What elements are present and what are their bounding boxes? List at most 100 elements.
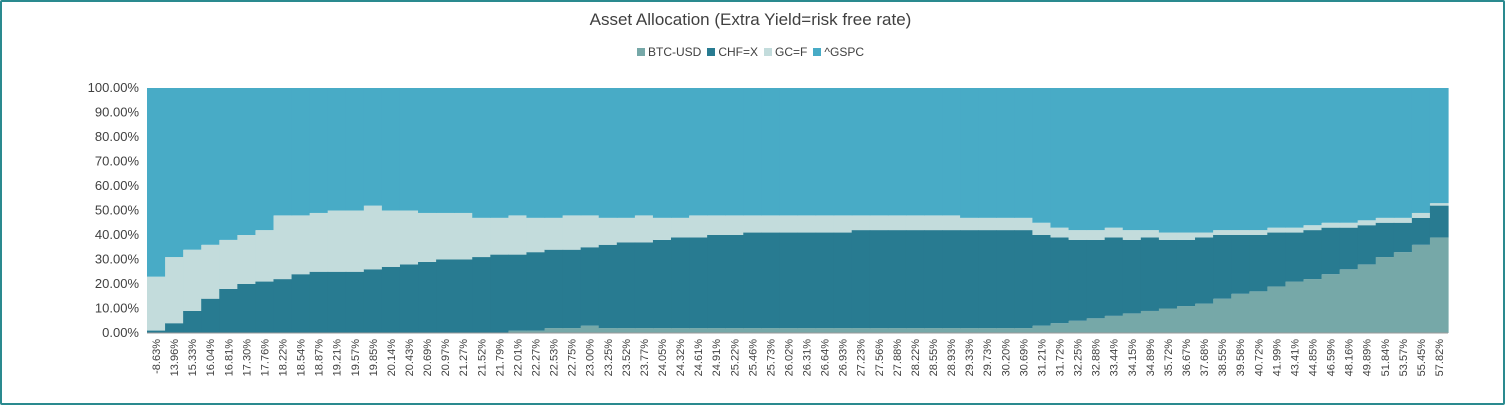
y-tick-label: 100.00%	[88, 80, 140, 95]
bar-segment-chf	[1303, 230, 1323, 280]
bar-segment-gspc	[418, 88, 437, 213]
bar-segment-chf	[1249, 235, 1268, 292]
x-tick-label: 32.88%	[1091, 339, 1103, 377]
bar-segment-chf	[165, 323, 184, 333]
bar-segment-chf	[291, 274, 311, 333]
bar-segment-chf	[1357, 225, 1377, 265]
bar-segment-gspc	[508, 88, 528, 216]
bar-segment-btc	[1068, 320, 1088, 333]
bar-segment-chf	[1176, 239, 1196, 307]
bar-segment-gspc	[923, 88, 943, 216]
bar-segment-gc	[779, 215, 799, 233]
bar-segment-chf	[1122, 239, 1142, 314]
x-tick-label: 57.82%	[1434, 339, 1446, 377]
bar-segment-chf	[309, 271, 329, 333]
y-tick-label: 10.00%	[95, 301, 140, 316]
x-tick-label: 28.55%	[928, 339, 940, 377]
bar-segment-gc	[1014, 217, 1033, 231]
bar-segment-gspc	[1014, 88, 1033, 218]
bar-segment-gspc	[472, 88, 491, 218]
bar-segment-chf	[1267, 232, 1286, 287]
bar-segment-chf	[1050, 237, 1070, 324]
legend-label-gc: GC=F	[775, 45, 808, 59]
bar-segment-btc	[652, 328, 672, 333]
bar-segment-btc	[833, 328, 853, 333]
bar-segment-chf	[472, 257, 491, 333]
x-tick-label: 35.72%	[1163, 339, 1175, 377]
x-tick-label: 39.58%	[1235, 339, 1247, 377]
bar-segment-gspc	[869, 88, 889, 216]
bar-segment-gspc	[1195, 88, 1214, 233]
bar-segment-btc	[634, 328, 654, 333]
bar-segment-gspc	[797, 88, 817, 216]
y-tick-label: 80.00%	[95, 129, 140, 144]
x-tick-label: 53.57%	[1398, 339, 1410, 377]
x-tick-label: 49.89%	[1362, 339, 1374, 377]
bar-segment-btc	[725, 328, 744, 333]
bar-segment-chf	[1014, 230, 1033, 329]
bar-segment-gc	[147, 276, 166, 331]
bar-segment-gc	[201, 244, 220, 299]
x-tick-label: 20.97%	[440, 339, 452, 377]
legend-swatch-gc	[764, 48, 773, 56]
x-tick-label: 51.84%	[1380, 339, 1392, 377]
x-tick-label: 22.01%	[512, 339, 524, 377]
bar-segment-gc	[1285, 227, 1305, 233]
bar-segment-chf	[887, 230, 907, 329]
bar-segment-gc	[580, 215, 600, 248]
bar-segment-gc	[1213, 230, 1232, 235]
bar-segment-btc	[779, 328, 799, 333]
bar-segment-gspc	[1429, 88, 1449, 204]
bar-segment-chf	[1231, 235, 1250, 294]
bar-segment-gc	[1195, 232, 1214, 238]
bar-segment-gc	[490, 217, 509, 255]
x-tick-label: 27.88%	[892, 339, 904, 377]
y-tick-label: 50.00%	[95, 203, 140, 218]
bar-segment-gspc	[598, 88, 618, 218]
bar-segment-gc	[598, 217, 618, 245]
bar-segment-chf	[490, 254, 509, 333]
bar-segment-btc	[869, 328, 889, 333]
legend-swatch-gspc	[813, 48, 822, 56]
bar-segment-gc	[1249, 230, 1268, 235]
bar-segment-gc	[1429, 203, 1449, 206]
x-tick-label: 18.87%	[314, 339, 326, 377]
bar-segment-gspc	[1213, 88, 1232, 231]
bar-segment-btc	[996, 328, 1015, 333]
x-tick-label: 41.99%	[1271, 339, 1283, 377]
bar-segment-gc	[1303, 225, 1323, 231]
bar-segment-chf	[689, 237, 708, 329]
bar-segment-chf	[707, 235, 726, 329]
x-tick-label: 33.44%	[1109, 339, 1121, 377]
bar-segment-gspc	[1375, 88, 1395, 218]
bar-segment-chf	[1285, 232, 1305, 282]
bar-segment-gc	[165, 257, 184, 324]
bar-segment-btc	[616, 328, 636, 333]
x-tick-label: 22.53%	[549, 339, 561, 377]
x-tick-label: 16.81%	[223, 339, 235, 377]
legend-item-btc: BTC-USD	[636, 45, 701, 59]
bar-segment-gspc	[1285, 88, 1305, 228]
bar-segment-btc	[1375, 257, 1395, 333]
bar-segment-gc	[707, 215, 726, 235]
bar-segment-gc	[905, 215, 925, 231]
x-tick-label: 23.00%	[585, 339, 597, 377]
bar-segment-gspc	[490, 88, 509, 218]
x-tick-label: 48.16%	[1344, 339, 1356, 377]
bar-segment-gc	[472, 217, 491, 258]
bar-segment-chf	[508, 254, 528, 331]
x-tick-label: 23.25%	[603, 339, 615, 377]
legend-swatch-btc	[636, 48, 645, 56]
y-tick-label: 20.00%	[95, 276, 140, 291]
bar-segment-gspc	[544, 88, 564, 218]
x-tick-label: 17.76%	[259, 339, 271, 377]
bar-segment-gspc	[309, 88, 329, 213]
legend-swatch-chf	[707, 48, 716, 56]
x-tick-label: 26.31%	[802, 339, 814, 377]
bar-segment-chf	[598, 244, 618, 329]
bar-segment-gc	[1393, 217, 1413, 223]
bar-segment-chf	[978, 230, 997, 329]
bar-segment-chf	[1429, 205, 1449, 238]
